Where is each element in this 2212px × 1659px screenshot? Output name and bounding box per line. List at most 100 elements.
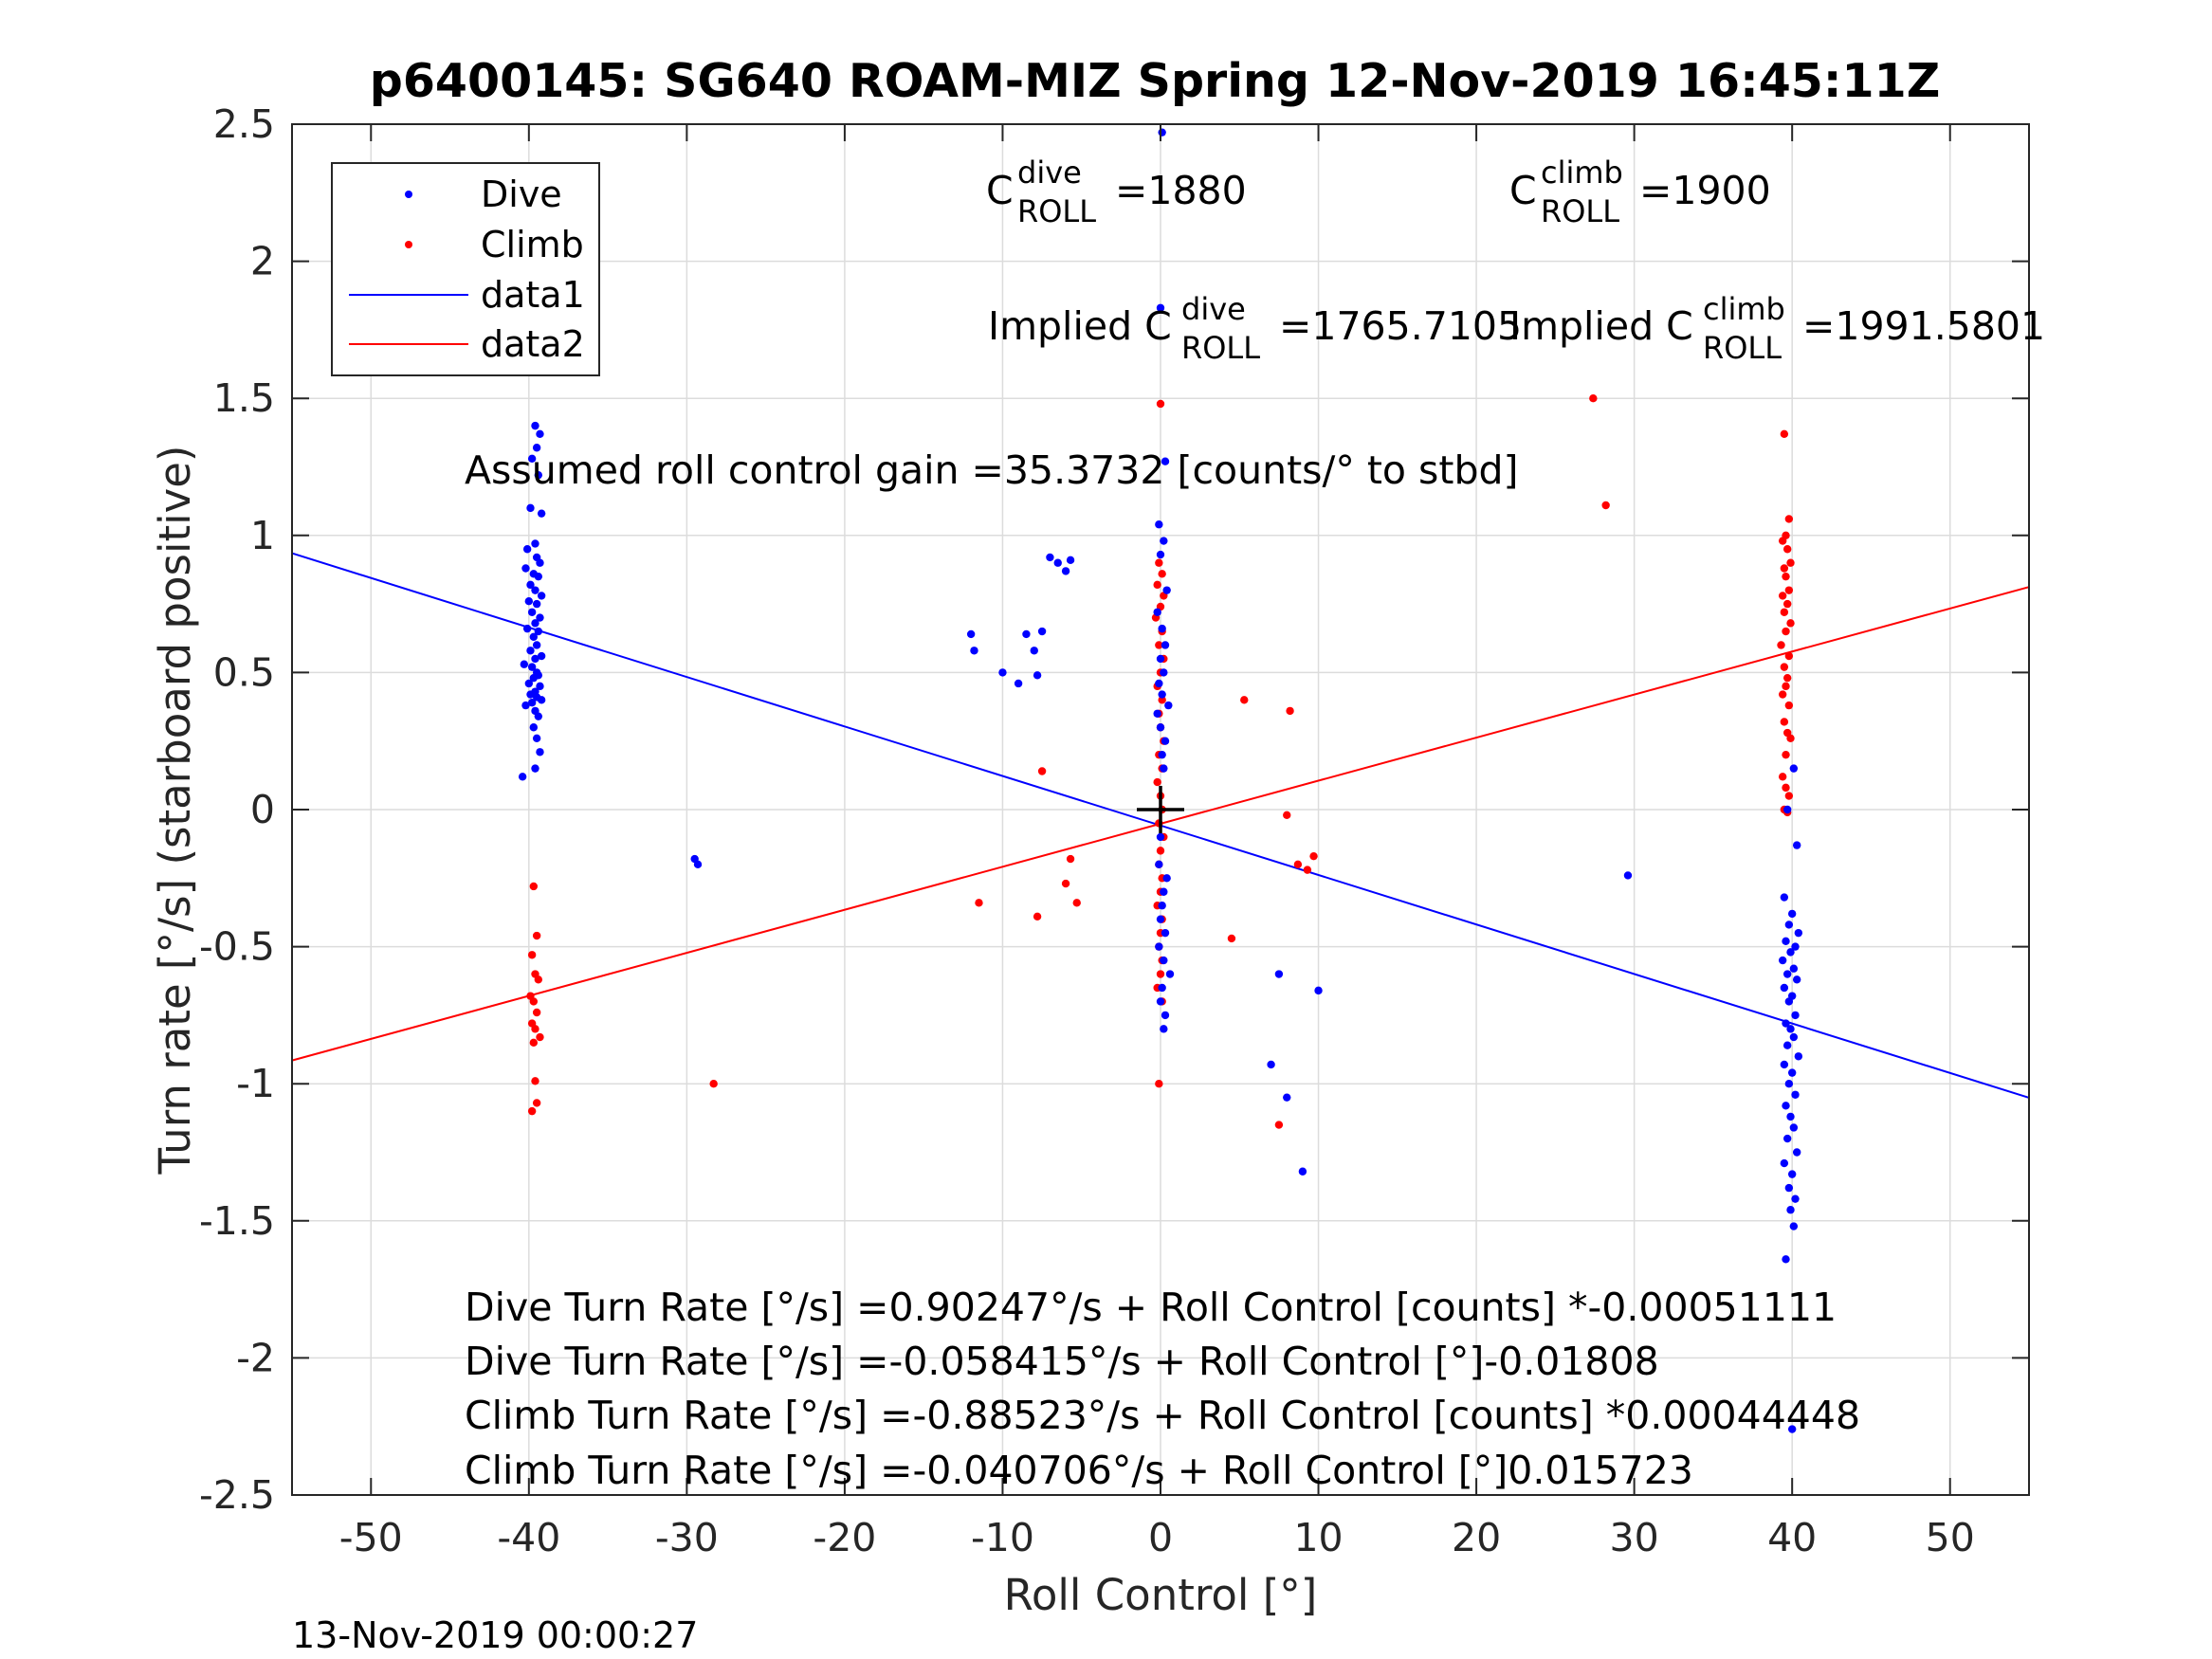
climb-point	[1782, 627, 1790, 636]
y-tick-label: 2.5	[213, 101, 275, 147]
legend: Dive Climb data1 data2	[331, 162, 600, 376]
legend-climb-label: Climb	[481, 224, 584, 265]
dive-point	[1014, 679, 1023, 688]
x-tick-label: -10	[971, 1515, 1034, 1560]
dive-point	[1786, 1025, 1795, 1033]
y-tick-label: -2.5	[199, 1472, 275, 1518]
dive-point	[537, 592, 546, 600]
dive-point	[1030, 647, 1038, 655]
y-axis-label: Turn rate [°/s] (starboard positive)	[150, 446, 200, 1176]
dive-point	[1165, 970, 1175, 978]
dive-points	[518, 128, 1803, 1433]
dive-point	[1164, 701, 1173, 710]
dive-point	[1780, 1060, 1789, 1069]
chart-title: p6400145: SG640 ROAM-MIZ Spring 12-Nov-2…	[370, 54, 1940, 108]
climb-point	[1784, 586, 1794, 594]
dive-point	[1161, 737, 1170, 745]
climb-point	[527, 951, 537, 959]
center-cross-marker	[1137, 786, 1184, 833]
climb-point	[1786, 558, 1795, 567]
dive-point	[524, 679, 534, 688]
dive-point	[970, 647, 978, 655]
climb-point	[1274, 1121, 1284, 1129]
y-tick-label: 1	[250, 513, 275, 558]
climb-point	[1286, 706, 1294, 716]
legend-data1-label: data1	[481, 274, 585, 316]
legend-data2-label: data2	[481, 323, 585, 365]
climb-point	[975, 899, 983, 907]
x-tick-label: -40	[497, 1515, 560, 1560]
dive-point	[1158, 690, 1166, 699]
dive-point	[526, 690, 535, 699]
dive-point	[534, 712, 543, 720]
climb-point	[531, 1077, 539, 1085]
generation-timestamp: 13-Nov-2019 00:00:27	[292, 1614, 698, 1656]
dive-point	[1791, 1090, 1800, 1099]
dive-point	[1794, 928, 1803, 938]
climb-point	[1156, 970, 1165, 978]
dive-point	[1789, 764, 1799, 773]
dive-point	[1792, 841, 1801, 849]
dive-point	[532, 641, 541, 649]
dive-point	[1162, 586, 1171, 594]
dive-point	[1782, 937, 1790, 946]
dive-point	[1155, 520, 1163, 529]
climb-point	[1601, 501, 1610, 510]
dive-point	[1792, 1148, 1801, 1157]
dive-point	[1787, 1425, 1797, 1433]
climb-point	[1158, 570, 1166, 578]
annotation-c-climb: C climb ROLL =1900	[1509, 155, 1771, 229]
equation-climb-counts: Climb Turn Rate [°/s] =-0.88523°/s + Rol…	[465, 1393, 1860, 1438]
x-tick-label: 0	[1148, 1515, 1173, 1560]
climb-point	[1158, 696, 1166, 704]
dive-point	[1792, 975, 1801, 984]
dive-point	[537, 651, 546, 661]
dive-point	[1153, 608, 1161, 616]
climb-point	[1782, 783, 1790, 793]
legend-climb-marker	[405, 241, 412, 248]
climb-point	[1784, 792, 1794, 800]
climb-point	[1156, 847, 1165, 855]
dive-point	[521, 564, 530, 573]
dive-point	[1784, 997, 1794, 1006]
dive-point	[531, 654, 539, 664]
dive-point	[1158, 750, 1166, 759]
x-tick-label: -20	[813, 1515, 876, 1560]
c-climb-base: C	[1509, 168, 1537, 213]
dive-point	[526, 580, 535, 590]
climb-point	[1303, 866, 1312, 874]
climb-point	[1309, 851, 1318, 861]
climb-point	[1782, 682, 1790, 691]
dive-point	[1782, 1134, 1792, 1143]
implied-climb-sub: ROLL	[1703, 330, 1782, 366]
dive-point	[1158, 624, 1166, 633]
dive-point	[1791, 942, 1800, 951]
dive-point	[1794, 1052, 1803, 1061]
climb-point	[1780, 429, 1789, 438]
axis-ticks: -50 -40 -30 -20 -10 0 10 20 30 40 50 2.5 2 1.5 1 0.5 0 -0…	[199, 101, 2029, 1560]
y-tick-label: 2	[250, 239, 275, 284]
climb-point	[1155, 558, 1163, 567]
dive-point	[1786, 1206, 1795, 1214]
dive-point	[537, 509, 546, 518]
y-tick-label: -1.5	[199, 1198, 275, 1244]
climb-point	[1240, 696, 1249, 704]
dive-point	[1161, 1011, 1170, 1020]
climb-point	[1786, 734, 1795, 743]
c-climb-sup: climb	[1541, 155, 1623, 191]
climb-point	[1780, 663, 1789, 671]
roll-gain-annotation: Assumed roll control gain =35.3732 [coun…	[465, 447, 1519, 493]
dive-point	[1780, 1158, 1789, 1168]
climb-point	[1033, 912, 1042, 921]
climb-point	[1156, 399, 1165, 409]
dive-point	[1789, 1222, 1799, 1231]
dive-point	[531, 764, 539, 773]
c-dive-sup: dive	[1017, 155, 1082, 191]
dive-point	[1782, 970, 1792, 978]
axes-box	[291, 123, 2030, 1496]
climb-point	[1782, 545, 1792, 554]
climb-point	[534, 975, 543, 984]
dive-point	[1061, 567, 1070, 575]
climb-point	[536, 1032, 544, 1042]
